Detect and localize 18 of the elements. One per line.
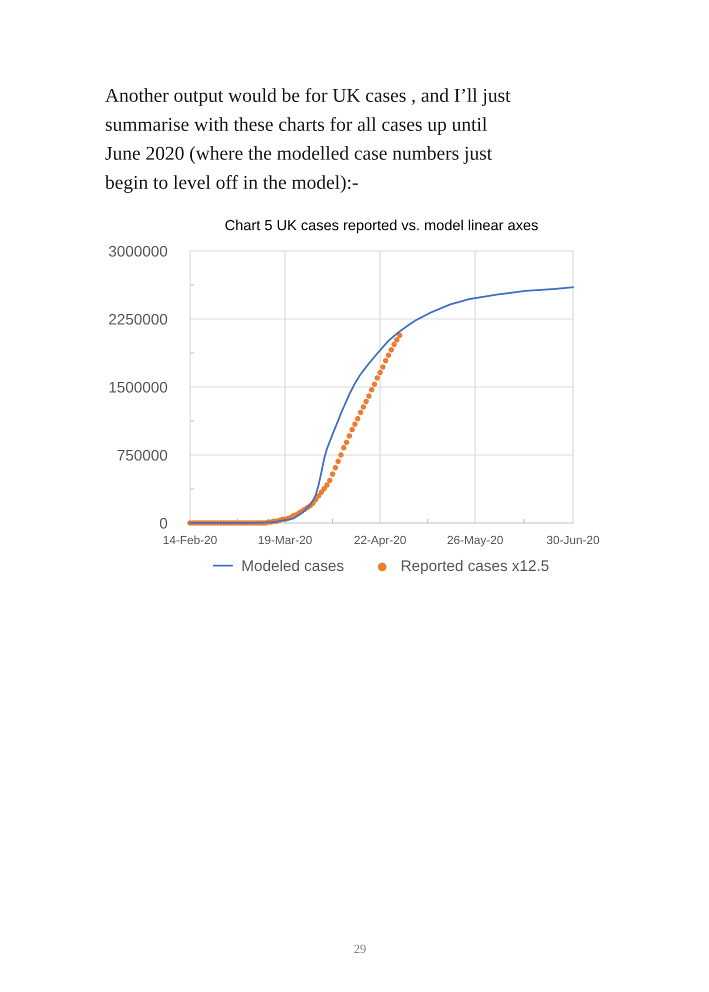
x-tick-label: 26-May-20 (448, 536, 503, 547)
chart-title: Chart 5 UK cases reported vs. model linear axes (225, 220, 538, 234)
x-tick-label: 19-Mar-20 (258, 536, 312, 544)
x-tick-label: 14-Feb-20 (164, 536, 217, 544)
y-tick-label: 750000 (118, 450, 168, 461)
legend-label: Modeled cases (242, 560, 344, 572)
text: June 2020 (where the modelled case numbers just (105, 146, 492, 164)
text: 29 (354, 944, 366, 954)
y-tick-label: 3000000 (108, 246, 168, 257)
text: begin to level off in the model):- (105, 175, 358, 193)
legend-label: Reported cases x12.5 (402, 560, 549, 574)
y-tick-label: 0 (160, 518, 168, 529)
y-tick-label: 2250000 (109, 314, 168, 325)
x-tick-label: 30-Jun-20 (546, 536, 600, 544)
x-tick-label: 22-Apr-20 (354, 536, 406, 547)
y-tick-label: 1500000 (109, 382, 168, 393)
text: Another output would be for UK cases , and I’ll just (105, 88, 510, 106)
text: summarise with these charts for all cases up until (106, 117, 487, 135)
